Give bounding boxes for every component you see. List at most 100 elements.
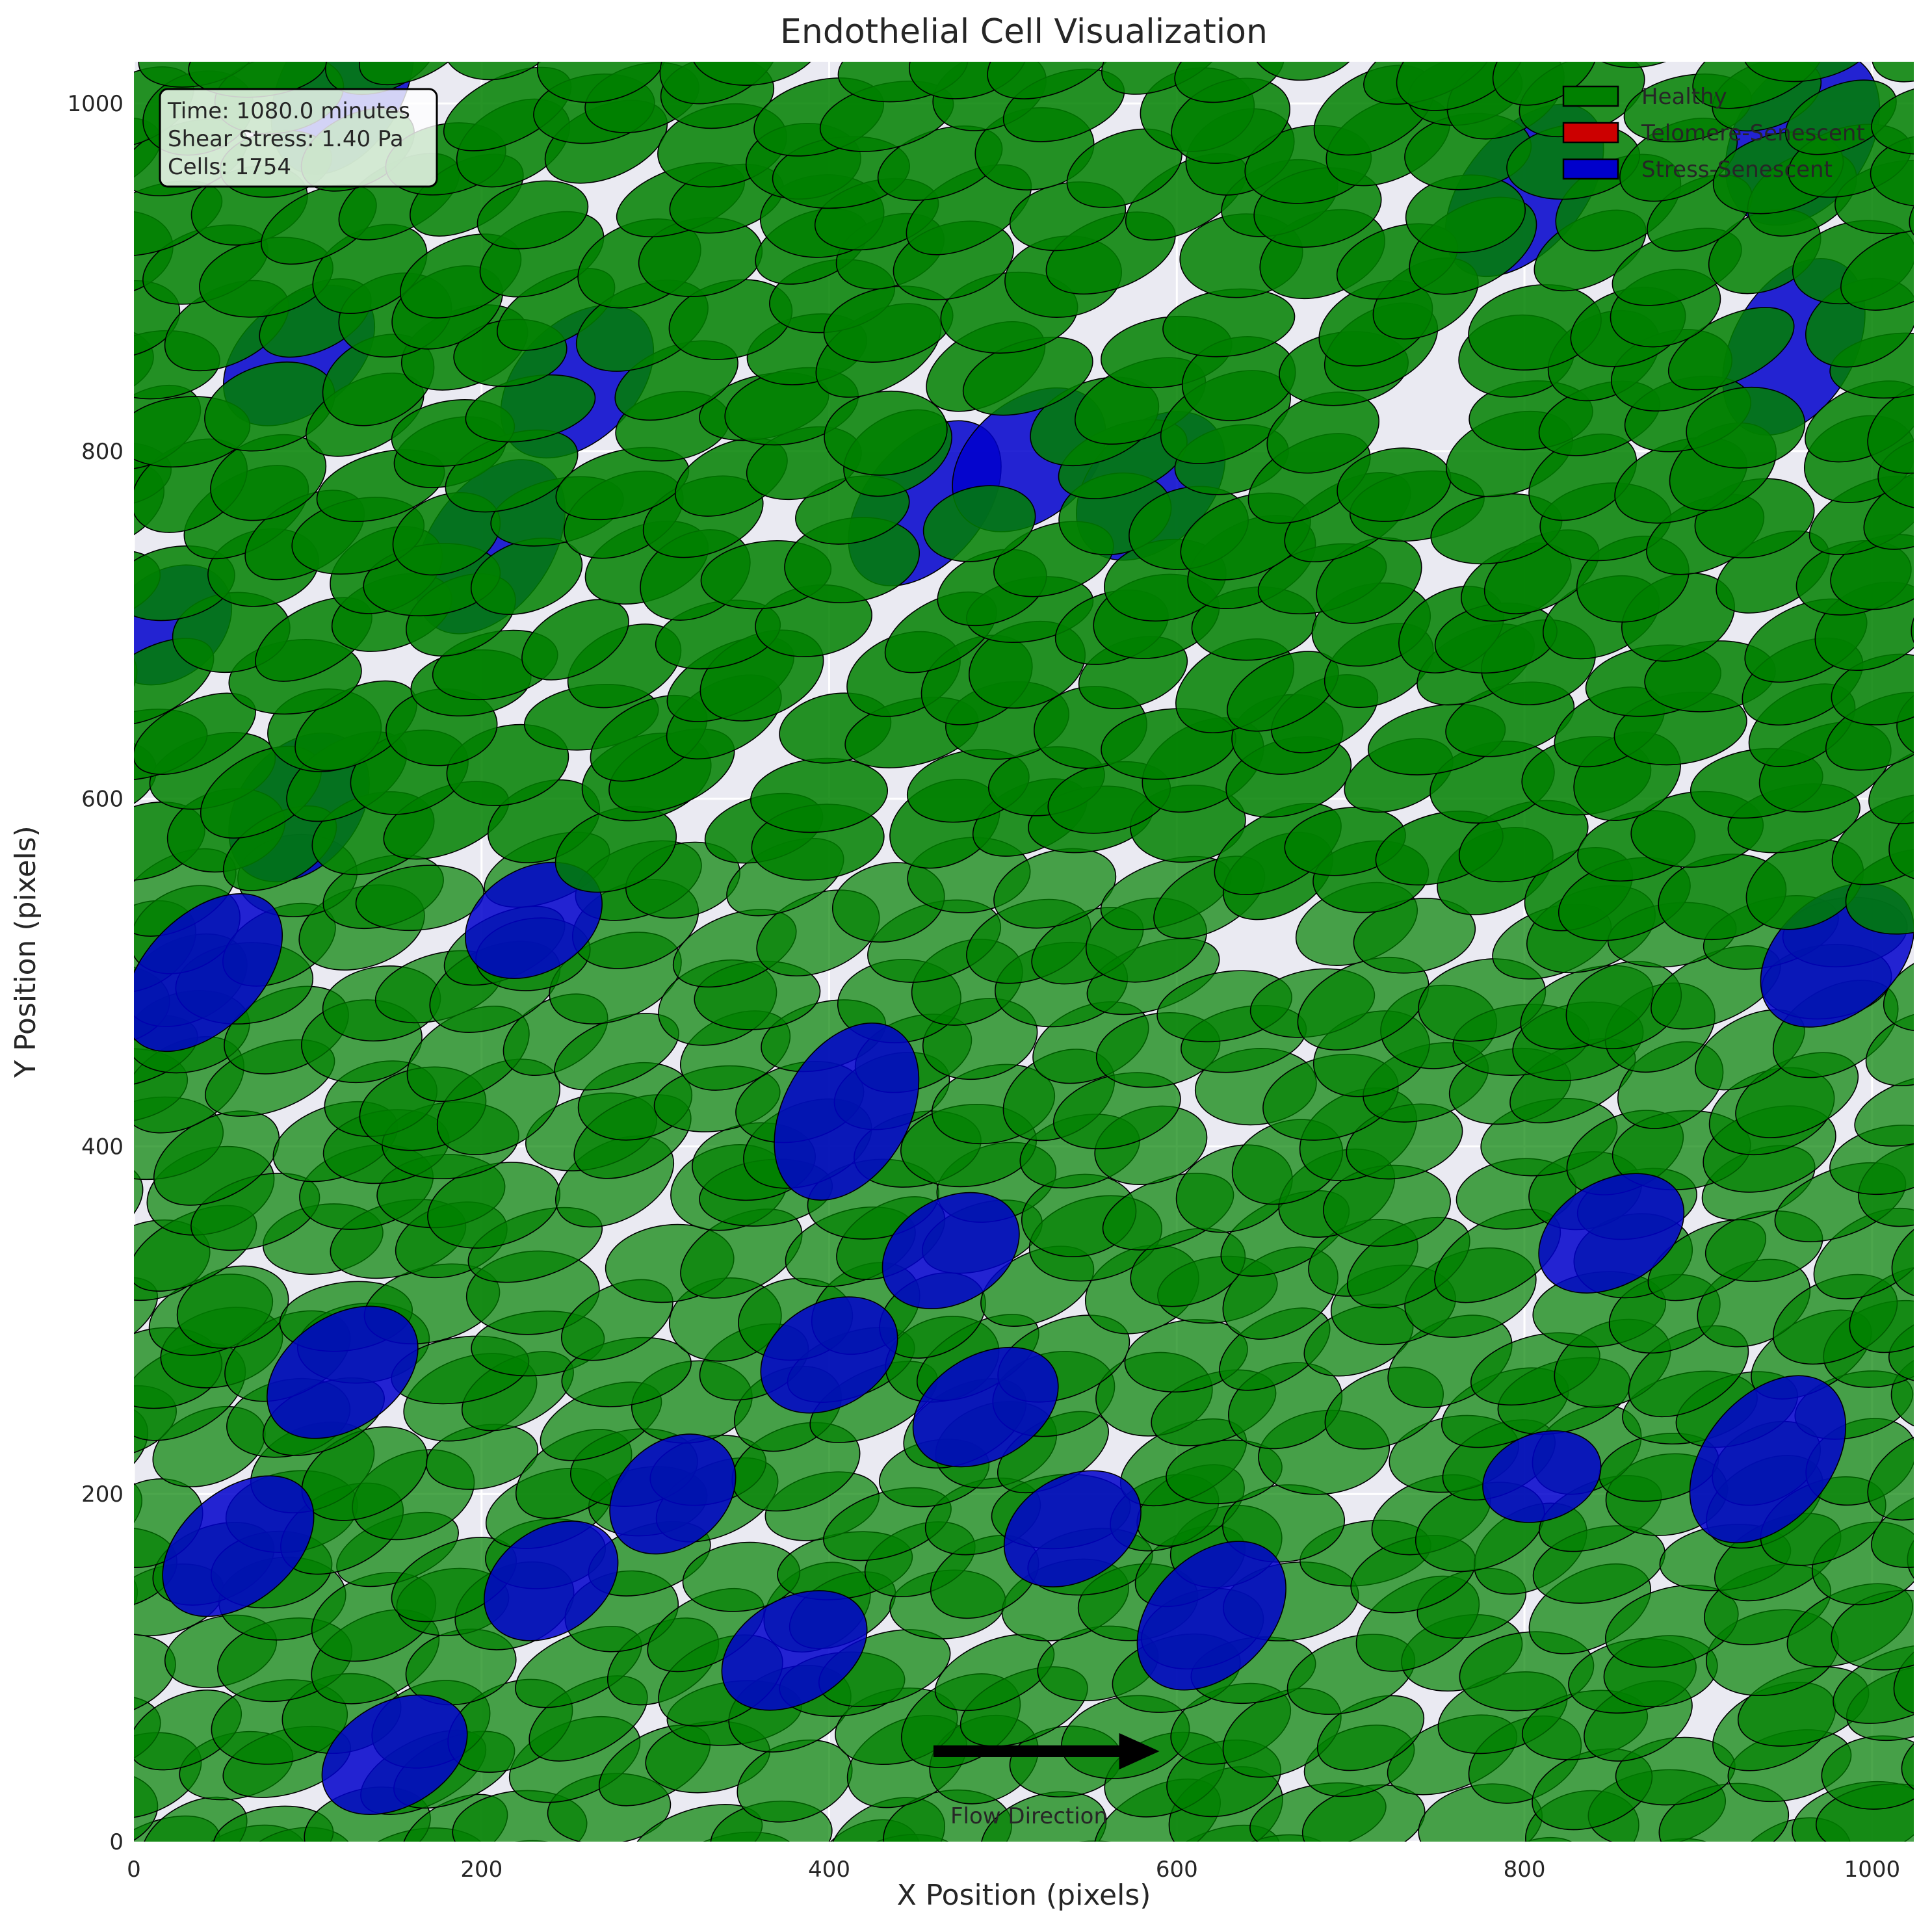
healthy-cell	[1840, 228, 1914, 311]
stress-senescent-cell	[1003, 1470, 1142, 1587]
y-tick-label: 0	[109, 1829, 124, 1855]
stress-senescent-cell	[721, 1590, 868, 1711]
flow-arrow-head	[1119, 1732, 1160, 1769]
healthy-cell	[1174, 62, 1285, 103]
healthy-cell	[1888, 1310, 1914, 1383]
healthy-cell	[1871, 62, 1914, 83]
x-tick-label: 600	[1156, 1857, 1198, 1883]
stress-senescent-cell	[760, 1296, 898, 1414]
healthy-cell	[980, 1791, 1107, 1842]
healthy-cell	[1742, 62, 1875, 83]
healthy-cell	[1883, 948, 1914, 1032]
x-tick-label: 0	[127, 1857, 141, 1883]
info-cell-count: Cells: 1754	[168, 154, 291, 180]
x-tick-label: 1000	[1844, 1857, 1901, 1883]
flow-direction-label: Flow Direction	[950, 1803, 1108, 1829]
stress-senescent-cell	[1689, 1375, 1847, 1544]
healthy-cell	[140, 1796, 248, 1842]
legend-label: Telomere-Senescent	[1641, 120, 1865, 146]
healthy-cell	[824, 390, 948, 476]
healthy-cell	[555, 447, 690, 521]
y-tick-label: 800	[81, 439, 124, 465]
healthy-cell	[1785, 79, 1897, 155]
info-box: Time: 1080.0 minutes Shear Stress: 1.40 …	[159, 88, 438, 188]
healthy-cell	[521, 599, 629, 681]
healthy-cell	[1363, 1834, 1488, 1929]
healthy-cell	[1891, 1208, 1914, 1299]
healthy-cell	[1893, 1628, 1914, 1716]
healthy-cell	[1896, 677, 1914, 763]
x-tick-label: 400	[808, 1857, 850, 1883]
stress-senescent-cell	[609, 1433, 737, 1555]
healthy-cell	[355, 865, 484, 932]
healthy-cell	[1297, 956, 1429, 1051]
healthy-cell	[1888, 793, 1914, 883]
healthy-cell	[1916, 902, 1932, 995]
stress-senescent-cell	[267, 1305, 419, 1439]
stress-senescent-cell	[134, 893, 283, 1052]
healthy-cell	[1909, 157, 1914, 244]
healthy-cell	[1919, 279, 1932, 368]
legend: Healthy Telomere-Senescent Stress-Senescen…	[1562, 84, 1865, 183]
y-tick-label: 600	[81, 787, 124, 813]
healthy-cell	[690, 62, 824, 86]
y-tick-label: 400	[81, 1134, 124, 1160]
healthy-cell	[922, 485, 1036, 562]
healthy-cell	[1871, 83, 1914, 155]
legend-swatch	[1562, 85, 1619, 107]
healthy-cell	[987, 62, 1119, 99]
x-axis-label: X Position (pixels)	[897, 1879, 1151, 1912]
healthy-cell	[134, 1474, 143, 1565]
healthy-cell	[134, 1160, 144, 1253]
flow-direction-arrow	[933, 1732, 1160, 1769]
healthy-cell	[1396, 62, 1526, 111]
legend-label: Stress-Senescent	[1641, 157, 1833, 183]
healthy-cell	[1867, 1429, 1914, 1521]
healthy-cell	[1586, 62, 1699, 68]
stress-senescent-cell	[774, 1023, 920, 1201]
healthy-cell	[530, 1829, 670, 1929]
legend-swatch	[1562, 158, 1619, 180]
healthy-cell	[993, 848, 1117, 929]
healthy-cell	[134, 1561, 138, 1643]
stress-senescent-cell	[162, 1475, 315, 1617]
healthy-cell	[1418, 958, 1547, 1042]
info-shear-stress: Shear Stress: 1.40 Pa	[168, 126, 404, 152]
healthy-cell	[359, 62, 473, 86]
legend-label: Healthy	[1641, 84, 1727, 110]
healthy-cell	[1492, 62, 1598, 106]
stress-senescent-cell	[1482, 1430, 1602, 1523]
healthy-cell	[1686, 386, 1806, 469]
chart-title: Endothelial Cell Visualization	[780, 12, 1268, 51]
healthy-cell	[1667, 307, 1795, 391]
healthy-cell	[443, 62, 559, 81]
healthy-cell	[1911, 565, 1914, 659]
healthy-cell	[1321, 1840, 1448, 1929]
stress-senescent-cell	[1538, 1173, 1685, 1294]
stress-senescent-cell	[484, 1521, 619, 1641]
healthy-cell	[1890, 1349, 1914, 1433]
healthy-cell	[1663, 1833, 1792, 1929]
stress-senescent-cell	[881, 1192, 1020, 1310]
legend-swatch	[1562, 122, 1619, 144]
stress-senescent-cell	[321, 1694, 468, 1816]
healthy-cell	[134, 640, 138, 729]
y-tick-label: 1000	[67, 91, 124, 117]
stress-senescent-cell	[1136, 1541, 1286, 1691]
healthy-cell	[2, 0, 134, 88]
healthy-cell	[1901, 1717, 1914, 1798]
healthy-cell	[1250, 62, 1364, 81]
info-time: Time: 1080.0 minutes	[167, 98, 410, 124]
x-axis-ticks: 0 200 400 600 800 1000	[127, 1857, 1900, 1883]
x-tick-label: 800	[1504, 1857, 1546, 1883]
healthy-cell	[476, 180, 589, 250]
stress-senescent-cell	[912, 1346, 1059, 1468]
healthy-cell	[1868, 742, 1914, 824]
y-axis-label: Y Position (pixels)	[9, 826, 42, 1078]
y-axis-ticks: 0 200 400 600 800 1000	[67, 91, 124, 1855]
y-tick-label: 200	[81, 1482, 124, 1508]
flow-arrow-shaft	[933, 1745, 1121, 1757]
